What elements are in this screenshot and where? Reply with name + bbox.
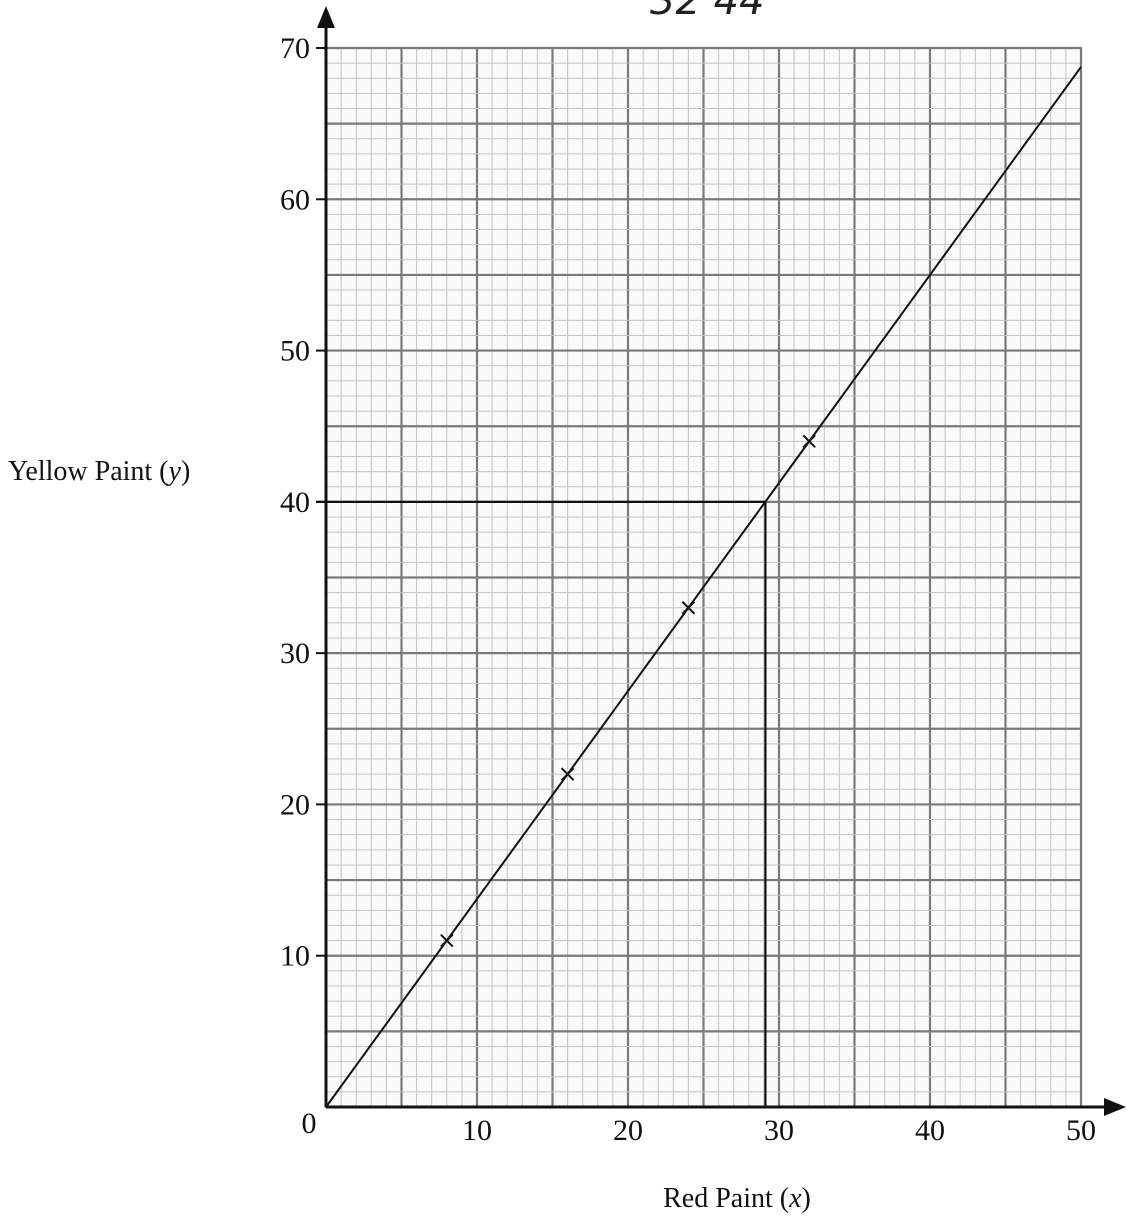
y-tick-label: 10 [280,940,310,973]
y-tick-label: 70 [280,32,310,65]
axis-title-text: Yellow Paint ( [8,456,169,487]
data-point-cross [560,767,575,781]
x-tick-label: 40 [915,1114,945,1147]
origin-label: 0 [302,1107,317,1140]
axis-title-text: Red Paint ( [663,1183,789,1214]
y-tick-label: 40 [280,486,310,519]
data-point-stroke [681,601,696,615]
x-tick-label: 30 [764,1114,794,1147]
y-tick-label: 50 [280,335,310,368]
y-tick-label: 20 [280,788,310,821]
y-tick-label: 30 [280,637,310,670]
data-point-cross [681,601,696,615]
data-point-cross [440,933,454,948]
y-axis-title: Yellow Paint (y) [8,456,190,487]
axis-title-paren: ) [802,1183,811,1214]
y-axis-arrow-icon [317,6,335,28]
handwritten-note: 32 44 [650,0,765,24]
axis-title-variable: y [166,456,182,487]
data-point-stroke [560,767,575,781]
axis-title-paren: ) [181,456,190,487]
data-point-stroke [440,933,454,948]
x-tick-label: 10 [462,1114,492,1147]
x-tick-label: 50 [1066,1114,1096,1147]
x-axis-arrow-icon [1104,1098,1126,1116]
data-point-stroke [802,434,816,449]
tick-labels: 10 20 30 40 50 60 70 10 20 30 40 50 0 [280,32,1096,1147]
axis-title-variable: x [788,1183,802,1214]
x-tick-label: 20 [613,1114,643,1147]
best-fit-line [325,66,1082,1108]
y-tick-label: 60 [280,183,310,216]
plot-data [316,66,1082,1108]
data-point-cross [802,434,816,449]
graph-paper-grid [324,46,1083,1109]
x-axis-title: Red Paint (x) [663,1183,811,1214]
